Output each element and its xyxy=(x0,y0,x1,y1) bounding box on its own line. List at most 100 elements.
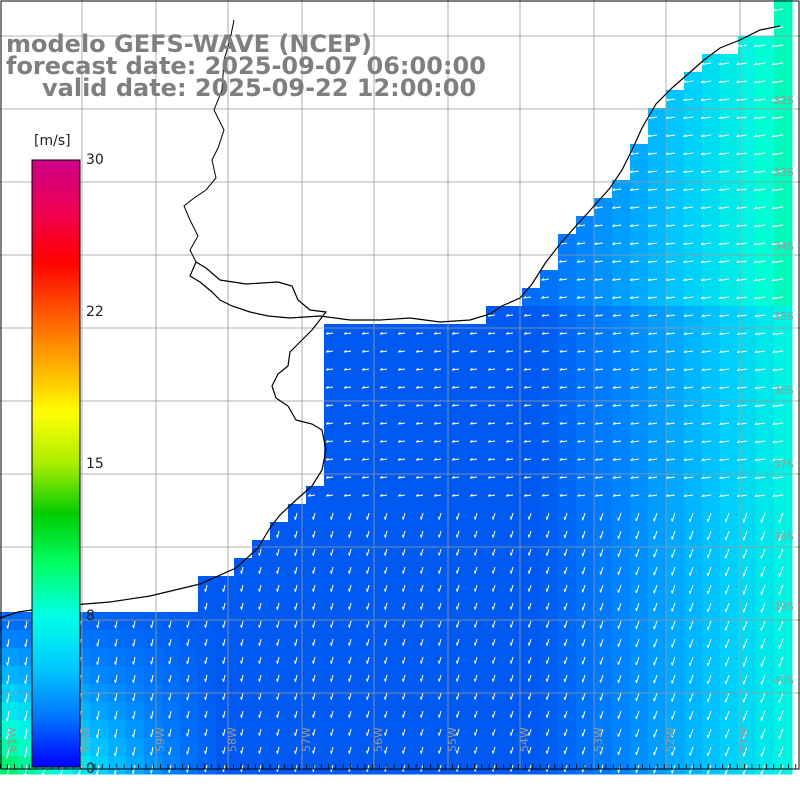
wind-arrow xyxy=(416,422,424,425)
wind-arrow-head xyxy=(487,421,491,425)
wind-arrow-head xyxy=(455,678,458,682)
wind-arrow xyxy=(438,728,442,736)
wind-arrow xyxy=(205,638,208,646)
wind-arrow xyxy=(778,710,784,722)
wind-arrow-head xyxy=(718,98,722,102)
wind-speed-cell xyxy=(666,378,685,397)
wind-speed-cell xyxy=(666,180,685,199)
wind-arrow xyxy=(595,476,604,479)
wind-speed-cell xyxy=(666,360,685,379)
wind-arrow-head xyxy=(630,386,634,389)
wind-arrow-head xyxy=(361,331,365,335)
wind-arrow-head xyxy=(397,421,401,425)
wind-speed-cell xyxy=(774,144,793,163)
wind-arrow xyxy=(186,728,190,737)
wind-arrow xyxy=(438,566,442,574)
wind-speed-cell xyxy=(666,414,685,433)
wind-arrow xyxy=(402,674,406,682)
lon-label: 59W xyxy=(154,727,167,752)
wind-arrow xyxy=(725,548,730,559)
wind-arrow xyxy=(564,656,568,665)
wind-arrow xyxy=(700,152,712,156)
wind-arrow xyxy=(736,62,748,66)
wind-arrow xyxy=(564,764,568,773)
wind-arrow-head xyxy=(132,697,134,702)
wind-arrow xyxy=(559,494,568,497)
wind-speed-cell xyxy=(702,288,721,307)
wind-arrow-head xyxy=(523,331,527,335)
wind-arrow xyxy=(689,584,694,594)
wind-arrow-head xyxy=(402,750,404,754)
wind-arrow-head xyxy=(366,624,368,628)
wind-arrow-head xyxy=(473,570,476,574)
wind-arrow xyxy=(384,746,388,754)
wind-arrow-head xyxy=(541,403,545,407)
wind-arrow xyxy=(258,584,262,592)
wind-speed-cell xyxy=(522,432,541,451)
wind-arrow xyxy=(754,44,766,48)
wind-arrow-head xyxy=(204,660,207,664)
wind-arrow-head xyxy=(186,697,188,701)
wind-arrow xyxy=(666,350,676,353)
wind-arrow-head xyxy=(420,696,422,700)
wind-arrow-head xyxy=(736,494,740,497)
wind-speed-cell xyxy=(666,234,685,253)
wind-arrow xyxy=(488,422,496,425)
wind-arrow xyxy=(24,728,28,740)
wind-arrow-head xyxy=(527,516,530,520)
wind-speed-cell xyxy=(720,378,739,397)
wind-arrow-head xyxy=(222,696,225,700)
wind-arrow-head xyxy=(473,642,476,646)
wind-speed-cell xyxy=(648,432,667,451)
wind-arrow xyxy=(344,350,352,353)
wind-arrow xyxy=(546,638,550,646)
wind-arrow-head xyxy=(719,494,723,497)
wind-arrow xyxy=(456,746,460,754)
wind-arrow xyxy=(594,296,604,299)
wind-speed-cell xyxy=(558,360,577,379)
wind-arrow xyxy=(169,674,172,683)
wind-arrow xyxy=(223,746,226,754)
wind-arrow xyxy=(576,296,586,299)
wind-arrow xyxy=(736,242,748,246)
lat-label: 32S xyxy=(773,94,794,107)
wind-arrow xyxy=(771,296,784,300)
wind-arrow-head xyxy=(258,642,260,646)
wind-arrow xyxy=(653,746,658,756)
wind-arrow-head xyxy=(437,642,440,646)
wind-arrow xyxy=(582,620,586,629)
wind-arrow-head xyxy=(559,331,563,335)
wind-arrow-head xyxy=(653,734,655,738)
wind-arrow xyxy=(294,656,298,664)
wind-arrow-head xyxy=(312,714,314,718)
lon-label: 54W xyxy=(518,727,531,752)
wind-arrow-head xyxy=(186,769,188,773)
wind-arrow xyxy=(169,620,172,629)
wind-arrow-head xyxy=(635,643,637,648)
wind-arrow-head xyxy=(665,476,669,479)
wind-arrow xyxy=(612,260,622,263)
wind-arrow xyxy=(168,728,172,737)
wind-arrow-head xyxy=(701,386,705,389)
wind-arrow xyxy=(754,314,766,318)
wind-arrow-head xyxy=(653,770,655,774)
wind-arrow-head xyxy=(653,536,655,540)
wind-arrow-head xyxy=(545,660,548,664)
wind-arrow xyxy=(416,440,424,443)
wind-arrow xyxy=(438,602,442,610)
wind-arrow-head xyxy=(736,332,740,335)
wind-arrow-head xyxy=(630,404,634,407)
wind-speed-cell xyxy=(630,234,649,253)
wind-speed-cell xyxy=(666,306,685,325)
wind-arrow-head xyxy=(240,642,242,646)
wind-arrow-head xyxy=(24,680,27,685)
wind-arrow-head xyxy=(114,698,116,702)
wind-arrow-head xyxy=(312,516,314,520)
lon-label: 52W xyxy=(664,727,677,752)
wind-arrow-head xyxy=(771,116,775,120)
wind-arrow-head xyxy=(469,349,473,353)
wind-arrow-head xyxy=(523,439,527,443)
wind-arrow xyxy=(719,404,730,408)
wind-arrow-head xyxy=(384,750,386,754)
wind-arrow-head xyxy=(307,493,311,497)
